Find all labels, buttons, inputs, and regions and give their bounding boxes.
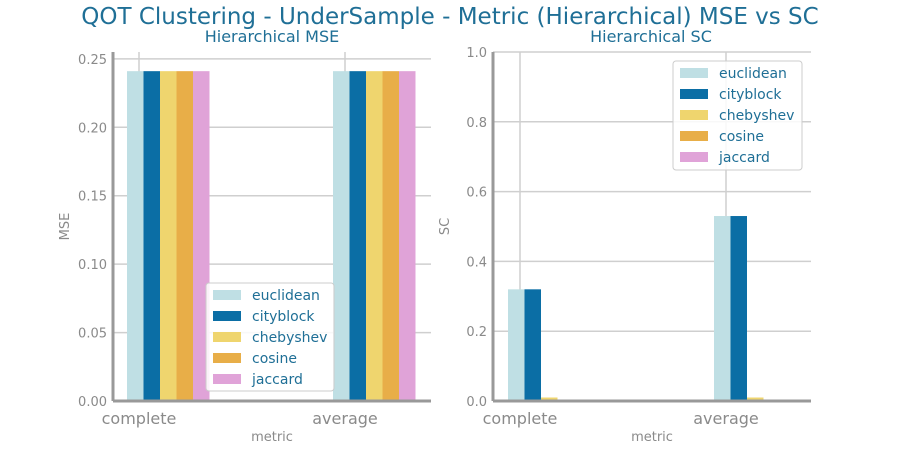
p2-bar-euclidean-complete [508,289,525,401]
p1-legend-swatch-cosine [213,353,241,363]
p2-x-axis-label: metric [631,430,673,445]
p1-ytick-label: 0.20 [78,121,107,136]
p2-legend-label-chebyshev: chebyshev [719,108,794,124]
p2-bar-cityblock-complete [524,289,541,401]
p2-legend-box [672,60,803,171]
p2-ytick-label: 0.8 [466,116,487,131]
p1-legend-label-jaccard: jaccard [251,372,303,388]
p1-bar-cosine-complete [176,71,193,402]
p1-y-axis-label: MSE [58,213,73,241]
p1-bar-chebyshev-complete [160,71,177,402]
figure-title: QOT Clustering - UnderSample - Metric (H… [81,4,819,30]
p2-legend-label-euclidean: euclidean [719,66,787,82]
p2-ytick-label: 0.2 [466,325,487,340]
p2-xtick-label: complete [483,409,558,428]
p1-legend-box [205,282,335,392]
p1-x-axis-label: metric [251,430,293,445]
p2-legend-swatch-jaccard [680,152,708,162]
p2-legend-label-jaccard: jaccard [718,150,770,166]
p2-legend-label-cityblock: cityblock [719,87,782,103]
p1-legend-swatch-cityblock [213,311,241,321]
p2-bar-chebyshev-average [747,397,764,401]
p1-bar-euclidean-complete [127,71,144,402]
p1-bar-cosine-average [382,71,399,402]
p2-y-axis-label: SC [438,218,453,235]
p1-bar-jaccard-complete [193,71,210,402]
p2-legend-swatch-cityblock [680,89,708,99]
p1-xtick-label: complete [102,409,177,428]
p1-ytick-label: 0.15 [78,190,107,205]
p2-ytick-label: 0.4 [466,255,487,270]
p1-bar-jaccard-average [399,71,416,402]
p2-legend-swatch-cosine [680,131,708,141]
p2-bar-cityblock-average [730,216,747,401]
p2-ytick-label: 0.6 [466,186,487,201]
p1-chart-title: Hierarchical MSE [205,27,340,46]
p1-legend-label-cityblock: cityblock [252,309,315,325]
p1-bar-cityblock-average [349,71,366,402]
p2-legend-swatch-chebyshev [680,110,708,120]
p1-legend-swatch-jaccard [213,374,241,384]
p2-legend-label-cosine: cosine [719,129,764,145]
p1-legend-swatch-chebyshev [213,332,241,342]
p1-legend-label-euclidean: euclidean [252,288,320,304]
p2-chart-title: Hierarchical SC [590,27,712,46]
p1-bar-cityblock-complete [143,71,160,402]
p2-bar-chebyshev-complete [541,397,558,401]
p2-xtick-label: average [693,409,759,428]
p1-ytick-label: 0.10 [78,258,107,273]
p2-bar-euclidean-average [714,216,731,401]
p1-legend-swatch-euclidean [213,290,241,300]
p1-legend-label-chebyshev: chebyshev [252,330,327,346]
p1-xtick-label: average [312,409,378,428]
p2-ytick-label: 0.0 [466,395,487,410]
p1-legend-label-cosine: cosine [252,351,297,367]
p1-bar-euclidean-average [333,71,350,402]
p1-ytick-label: 0.25 [78,53,107,68]
p1-ytick-label: 0.05 [78,327,107,342]
p2-ytick-label: 1.0 [466,46,487,61]
p1-ytick-label: 0.00 [78,395,107,410]
p2-legend-swatch-euclidean [680,68,708,78]
p1-bar-chebyshev-average [366,71,383,402]
